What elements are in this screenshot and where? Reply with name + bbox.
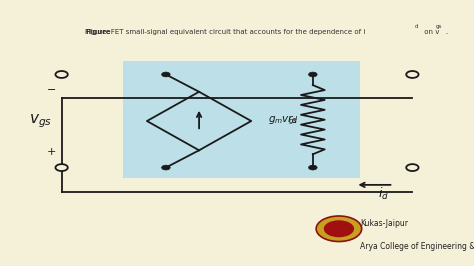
Text: −: −: [46, 85, 56, 95]
Text: gs: gs: [436, 24, 442, 30]
Text: $r_d$: $r_d$: [287, 113, 298, 126]
Text: on v: on v: [422, 29, 439, 35]
Text: $g_m v_{gs}$: $g_m v_{gs}$: [268, 115, 298, 127]
Circle shape: [309, 165, 317, 170]
Circle shape: [316, 216, 362, 242]
Text: .: .: [446, 29, 448, 35]
Circle shape: [162, 165, 170, 170]
Circle shape: [55, 71, 68, 78]
Circle shape: [406, 164, 419, 171]
Circle shape: [324, 220, 354, 237]
Text: Figure: Figure: [85, 29, 111, 35]
Text: $v_{gs}$: $v_{gs}$: [29, 112, 52, 130]
Text: $i_d$: $i_d$: [378, 186, 390, 202]
Text: +: +: [46, 147, 56, 157]
Text: Kukas-Jaipur: Kukas-Jaipur: [360, 219, 408, 228]
Text: Arya College of Engineering & IT,: Arya College of Engineering & IT,: [360, 242, 474, 251]
Circle shape: [309, 72, 317, 77]
Bar: [123, 61, 360, 178]
Text: d: d: [415, 24, 418, 30]
Circle shape: [55, 164, 68, 171]
Text: Figure  FET small-signal equivalent circuit that accounts for the dependence of : Figure FET small-signal equivalent circu…: [85, 29, 366, 35]
Circle shape: [406, 71, 419, 78]
Circle shape: [162, 72, 170, 77]
